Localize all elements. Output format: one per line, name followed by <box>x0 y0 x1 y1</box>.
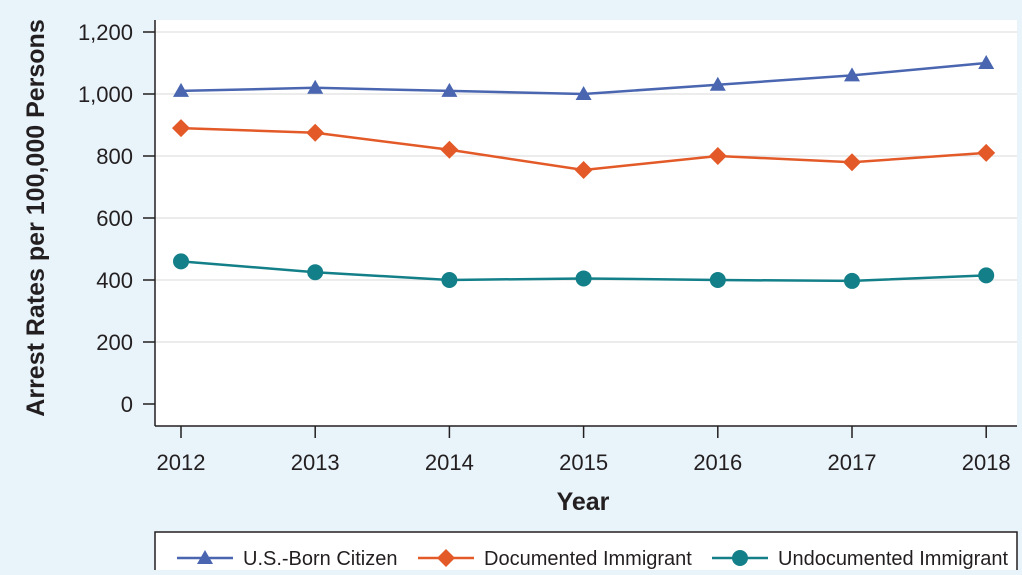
data-point-diamond <box>172 119 190 138</box>
data-point-circle <box>307 264 324 281</box>
y-tick-label: 200 <box>96 330 133 355</box>
x-tick-label: 2018 <box>962 450 1011 475</box>
x-ticks: 2012 2013 2014 2015 2016 2017 2018 <box>157 426 1011 475</box>
series-u-s-born-citizen <box>173 55 995 100</box>
y-axis-title: Arrest Rates per 100,000 Persons <box>22 19 50 416</box>
data-point-circle <box>978 267 995 284</box>
legend: U.S.-Born Citizen Documented Immigrant Und… <box>154 531 1018 575</box>
y-tick-label: 600 <box>96 206 133 231</box>
y-tick-label: 0 <box>121 392 133 417</box>
legend-label: U.S.-Born Citizen <box>243 548 398 570</box>
data-point-circle <box>575 270 592 287</box>
data-point-diamond <box>306 123 325 142</box>
data-point-diamond <box>708 147 727 165</box>
series-documented-immigrant <box>172 119 996 179</box>
y-ticks: 0 200 400 600 800 1,000 1,200 <box>78 20 155 417</box>
legend-marker-circle <box>732 550 748 566</box>
x-tick-label: 2014 <box>425 450 474 475</box>
data-point-diamond <box>843 153 861 172</box>
data-point-circle <box>709 272 726 288</box>
x-tick-label: 2016 <box>693 450 742 475</box>
x-axis-title: Year <box>557 488 610 516</box>
data-point-triangle <box>307 79 324 94</box>
data-point-triangle <box>173 82 189 97</box>
x-tick-label: 2012 <box>157 450 206 475</box>
series <box>172 55 996 289</box>
series-undocumented-immigrant <box>173 253 995 289</box>
legend-label: Undocumented Immigrant <box>778 548 1009 570</box>
data-point-triangle <box>441 82 458 97</box>
plot-area-background <box>155 20 1017 426</box>
legend-marker-diamond <box>437 549 455 567</box>
data-point-triangle <box>709 76 726 91</box>
data-point-circle <box>441 272 458 288</box>
data-point-triangle <box>978 55 995 69</box>
data-point-circle <box>844 272 860 289</box>
x-tick-label: 2015 <box>559 450 608 475</box>
legend-marker-triangle <box>197 550 213 564</box>
data-point-diamond <box>574 160 593 179</box>
y-tick-label: 400 <box>96 268 133 293</box>
y-tick-label: 800 <box>96 144 133 169</box>
legend-box <box>154 531 1018 575</box>
x-tick-label: 2013 <box>291 450 340 475</box>
axes <box>154 20 1017 427</box>
y-tick-label: 1,000 <box>78 82 133 107</box>
x-tick-label: 2017 <box>828 450 877 475</box>
data-point-diamond <box>440 140 459 159</box>
legend-label: Documented Immigrant <box>484 548 692 570</box>
data-point-triangle <box>575 86 592 100</box>
data-point-triangle <box>844 67 860 82</box>
data-point-circle <box>173 253 189 270</box>
y-tick-label: 1,200 <box>78 20 133 45</box>
data-point-diamond <box>977 143 996 162</box>
